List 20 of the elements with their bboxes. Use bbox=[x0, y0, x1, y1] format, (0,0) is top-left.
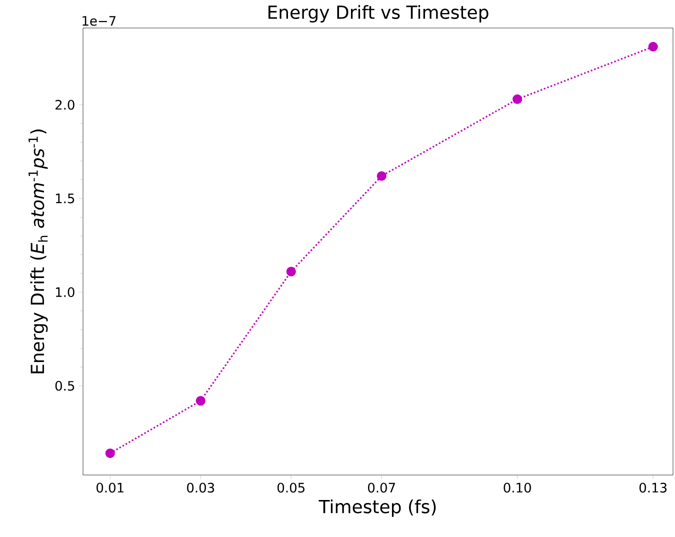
x-tick-label: 0.13 bbox=[639, 482, 667, 493]
x-tick-label: 0.10 bbox=[504, 482, 531, 493]
x-tick-label: 0.01 bbox=[96, 482, 124, 493]
x-axis-title: Timestep (fs) bbox=[318, 499, 436, 517]
point bbox=[286, 266, 296, 276]
y-tick-label: 1.0 bbox=[56, 287, 74, 298]
y-axis-title: Energy Drift (E$_{h}$ atom$^{-1}$ps$^{-1}$) bbox=[28, 130, 48, 374]
y-tick-label: 2.0 bbox=[56, 100, 74, 110]
y-tick-label: 1.5 bbox=[56, 194, 74, 204]
text: 1e−7 bbox=[82, 16, 116, 26]
point bbox=[105, 448, 115, 458]
point bbox=[196, 396, 206, 406]
x-tick-label: 0.03 bbox=[187, 482, 214, 493]
x-tick-label: 0.07 bbox=[368, 482, 395, 493]
chart-title: Energy Drift vs Timestep bbox=[268, 5, 488, 23]
point bbox=[648, 42, 658, 52]
point bbox=[376, 171, 386, 181]
y-tick-label: 0.5 bbox=[55, 380, 74, 391]
point bbox=[512, 94, 522, 104]
x-tick-label: 0.05 bbox=[278, 482, 304, 493]
